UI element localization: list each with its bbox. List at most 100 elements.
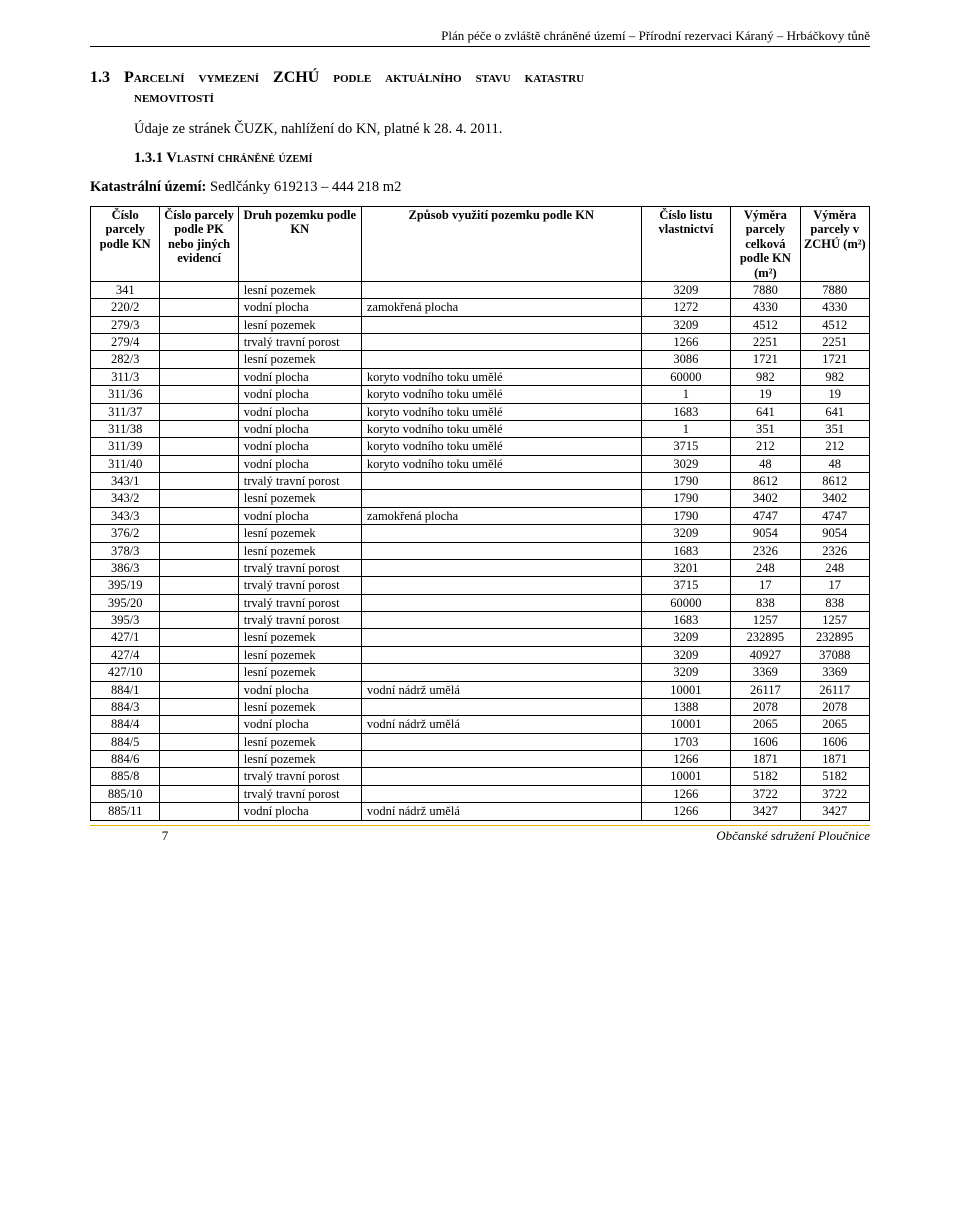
table-cell [160,629,238,646]
table-cell: 1606 [731,733,800,750]
table-cell: 60000 [641,594,731,611]
table-cell [361,334,641,351]
table-cell: 37088 [800,646,869,663]
table-head: Číslo parcely podle KN Číslo parcely pod… [91,207,870,282]
table-cell [361,281,641,298]
table-cell: 3369 [800,664,869,681]
h1-w5: stavu [476,69,511,86]
table-row: 395/20trvalý travní porost60000838838 [91,594,870,611]
table-cell: trvalý travní porost [238,612,361,629]
th-0: Číslo parcely podle KN [91,207,160,282]
table-cell: 311/40 [91,455,160,472]
table-row: 220/2vodní plochazamokřená plocha1272433… [91,299,870,316]
table-cell: 884/4 [91,716,160,733]
table-cell: 26117 [800,681,869,698]
table-cell: 232895 [731,629,800,646]
table-cell: 10001 [641,716,731,733]
table-cell [361,559,641,576]
table-cell [361,351,641,368]
table-cell: lesní pozemek [238,316,361,333]
th-6: Výměra parcely v ZCHÚ (m²) [800,207,869,282]
table-cell [160,751,238,768]
h1-w4: aktuálního [385,69,461,86]
th-2: Druh pozemku podle KN [238,207,361,282]
section-heading: 1.3 Parcelní vymezení ZCHÚ podle aktuáln… [90,69,870,87]
table-cell: 1266 [641,785,731,802]
table-cell: vodní nádrž umělá [361,803,641,820]
table-cell: 2065 [731,716,800,733]
table-cell [361,525,641,542]
page: Plán péče o zvláště chráněné území – Pří… [0,0,960,1210]
subsection-number: 1.3.1 [134,150,163,166]
footer-spacer [90,828,140,844]
table-cell: 395/3 [91,612,160,629]
table-cell [160,716,238,733]
table-cell: vodní plocha [238,803,361,820]
table-cell: 885/8 [91,768,160,785]
table-cell: 3209 [641,316,731,333]
table-row: 311/36vodní plochakoryto vodního toku um… [91,386,870,403]
page-number: 7 [140,828,190,844]
table-cell: vodní nádrž umělá [361,681,641,698]
table-cell: lesní pozemek [238,542,361,559]
table-row: 386/3trvalý travní porost3201248248 [91,559,870,576]
table-cell [160,281,238,298]
table-cell: 48 [731,455,800,472]
table-cell: lesní pozemek [238,490,361,507]
table-cell: 212 [800,438,869,455]
table-cell [160,507,238,524]
table-cell [160,785,238,802]
table-row: 343/2lesní pozemek179034023402 [91,490,870,507]
table-cell: vodní plocha [238,507,361,524]
table-cell: 3201 [641,559,731,576]
table-cell: 376/2 [91,525,160,542]
table-cell [160,351,238,368]
katastr-label: Katastrální území: [90,179,206,195]
table-cell: 3715 [641,438,731,455]
table-cell: 3427 [800,803,869,820]
table-cell: lesní pozemek [238,629,361,646]
table-row: 885/8trvalý travní porost1000151825182 [91,768,870,785]
table-row: 341lesní pozemek320978807880 [91,281,870,298]
table-cell: 220/2 [91,299,160,316]
table-cell: 3402 [731,490,800,507]
table-row: 311/37vodní plochakoryto vodního toku um… [91,403,870,420]
table-row: 311/40vodní plochakoryto vodního toku um… [91,455,870,472]
table-cell: 248 [731,559,800,576]
table-cell: 4330 [731,299,800,316]
table-cell: trvalý travní porost [238,577,361,594]
table-cell [160,386,238,403]
table-cell: 1 [641,386,731,403]
table-cell [160,490,238,507]
table-cell: 1 [641,420,731,437]
table-cell: vodní plocha [238,368,361,385]
table-cell [160,473,238,490]
table-cell: 884/5 [91,733,160,750]
table-row: 343/1trvalý travní porost179086128612 [91,473,870,490]
table-cell [361,751,641,768]
table-cell: 351 [731,420,800,437]
table-cell: 4512 [731,316,800,333]
table-cell [160,768,238,785]
table-cell [160,612,238,629]
h1-w6: katastru [525,69,585,86]
table-cell: trvalý travní porost [238,473,361,490]
table-cell: 1871 [731,751,800,768]
table-cell: 5182 [800,768,869,785]
table-cell [160,403,238,420]
table-cell [160,316,238,333]
intro-paragraph: Údaje ze stránek ČUZK, nahlížení do KN, … [90,121,870,138]
table-cell: 3402 [800,490,869,507]
table-cell: lesní pozemek [238,646,361,663]
table-row: 282/3lesní pozemek308617211721 [91,351,870,368]
table-cell: koryto vodního toku umělé [361,438,641,455]
table-cell: 3086 [641,351,731,368]
table-cell: koryto vodního toku umělé [361,386,641,403]
table-cell: vodní plocha [238,681,361,698]
table-cell: 838 [731,594,800,611]
table-cell: 17 [800,577,869,594]
table-cell: 351 [800,420,869,437]
table-cell: 1721 [800,351,869,368]
table-cell: 1790 [641,490,731,507]
table-cell: 10001 [641,768,731,785]
